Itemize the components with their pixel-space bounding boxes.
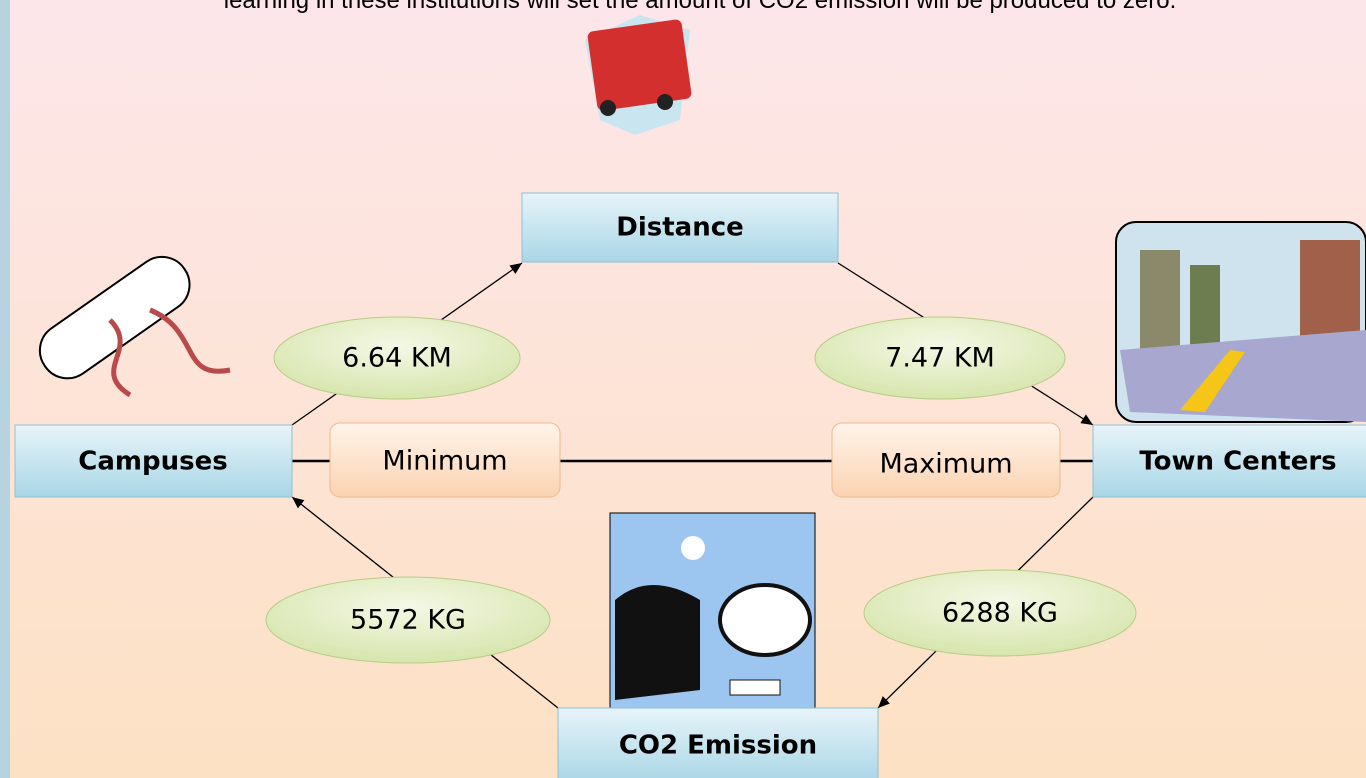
range-label: Maximum (879, 449, 1012, 480)
range-minimum: Minimum (330, 423, 560, 497)
town-clipart (1116, 222, 1366, 422)
slide: learning in these institutions will set … (0, 0, 1366, 778)
node-distance: Distance (522, 193, 838, 262)
node-town: Town Centers (1093, 425, 1366, 497)
left-border (0, 0, 10, 778)
edge-label: 6.64 KM (342, 343, 452, 374)
node-label: Town Centers (1139, 447, 1336, 477)
page: {"caption": "learning in these instituti… (0, 0, 1366, 778)
node-label: Campuses (78, 447, 227, 477)
edge-label: 5572 KG (350, 605, 466, 636)
bus-clipart (585, 15, 692, 135)
node-co2: CO2 Emission (558, 708, 878, 778)
node-campuses: Campuses (15, 425, 292, 497)
caption: learning in these institutions will set … (224, 0, 1177, 14)
edge-label: 6288 KG (942, 598, 1058, 629)
range-label: Minimum (382, 446, 507, 477)
smog-clipart (610, 513, 815, 708)
node-label: Distance (616, 213, 744, 243)
range-maximum: Maximum (832, 423, 1060, 497)
node-label: CO2 Emission (619, 731, 817, 761)
edge-label: 7.47 KM (885, 343, 995, 374)
